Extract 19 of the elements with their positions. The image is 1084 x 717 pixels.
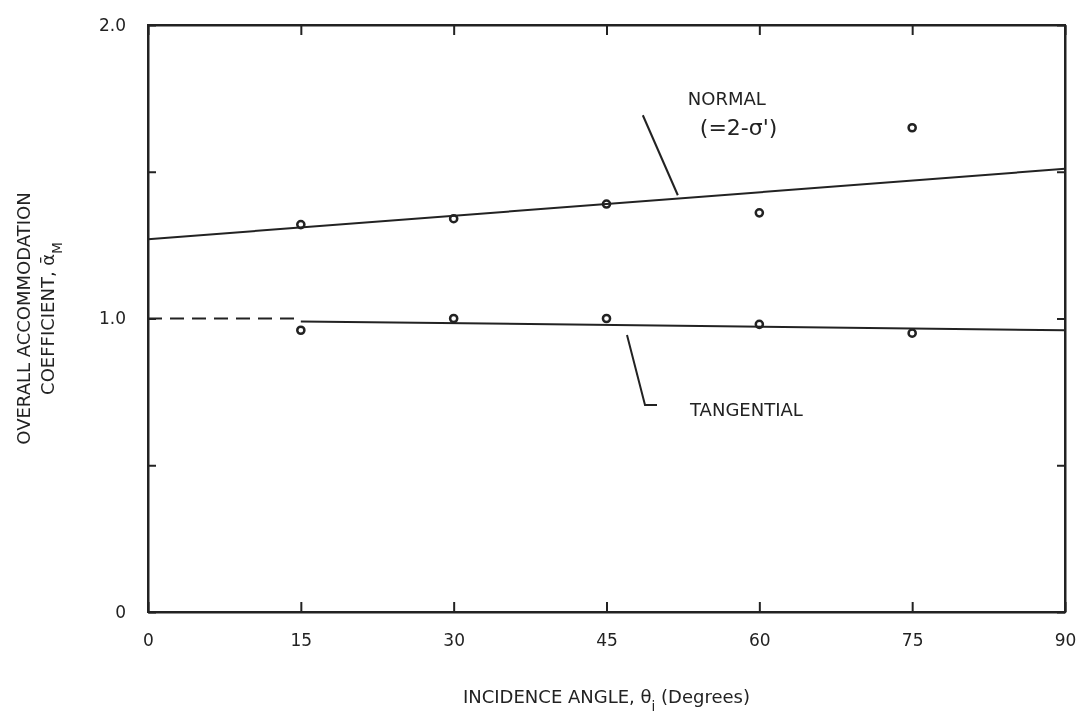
x-tick-label: 45: [596, 630, 618, 651]
annotation: NORMAL (=2-σ'): [687, 88, 778, 141]
x-axis-title: INCIDENCE ANGLE, θ$_{i}$ (Degrees): [462, 686, 751, 714]
point: [907, 122, 917, 133]
x-tick-label: 30: [443, 630, 465, 651]
x-tick-label: 0: [143, 630, 154, 651]
point: [754, 208, 765, 218]
annotation: TANGENTIAL: [689, 399, 803, 420]
point: [601, 313, 612, 324]
x-tick-label: 15: [290, 630, 313, 651]
point: [907, 328, 917, 338]
point: [448, 313, 459, 324]
x-tick-label: 75: [901, 630, 924, 651]
y-tick-label: 0: [115, 601, 126, 622]
point: [296, 325, 306, 336]
y-tick-label: 2.0: [98, 14, 126, 35]
x-tick-label: 60: [749, 630, 771, 651]
y-tick-label: 1.0: [98, 308, 126, 329]
x-tick-label: 90: [1054, 630, 1077, 651]
